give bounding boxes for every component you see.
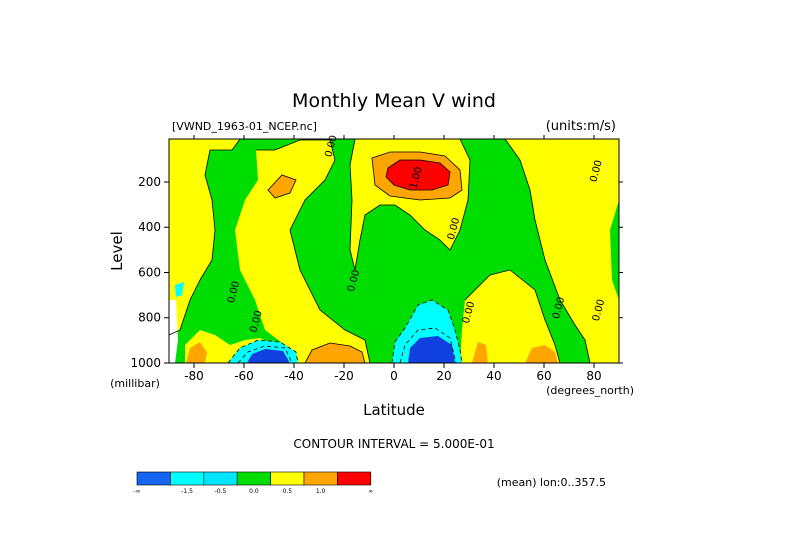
y-tick-label: 600: [138, 265, 161, 279]
region-blue-bottom-center: [408, 336, 455, 363]
region-orange-bottom-right-2: [525, 345, 558, 363]
x-tick-label: -40: [284, 369, 304, 383]
negative-contour-lines: [227, 299, 463, 364]
region-blue-bottom-left: [247, 349, 290, 363]
region-yellow-left: [169, 139, 240, 335]
region-orange-bottom-left: [186, 342, 207, 363]
legend-swatch: [270, 471, 305, 486]
color-legend: -∞ -1.5 -0.5 0.0 0.5 1.0 ∞: [133, 471, 373, 495]
region-yellow-right: [505, 139, 619, 363]
region-red-max: [386, 160, 450, 190]
y-tick-label: 1000: [130, 356, 161, 370]
legend-swatch: [236, 471, 271, 486]
y-axis: 200 400 600 800 1000: [130, 175, 623, 370]
x-tick-label: -20: [334, 369, 354, 383]
x-tick-label: 20: [436, 369, 451, 383]
legend-label: ∞: [368, 488, 373, 495]
x-axis-title: Latitude: [363, 401, 425, 419]
chart-title: Monthly Mean V wind: [292, 90, 496, 112]
region-cyan-left-edge: [175, 282, 184, 297]
x-tick-label: 0: [390, 369, 398, 383]
legend-label: -1.5: [181, 488, 193, 495]
x-axis: -80 -60 -40 -20 0 20 40 60 80: [184, 135, 602, 383]
region-orange-upper-left: [268, 175, 296, 198]
legend-swatch: [203, 471, 238, 486]
contour-field: 0.000.000.000.000.00 0.000.000.000.001.00: [168, 134, 619, 364]
x-tick-label: -80: [184, 369, 204, 383]
legend-swatch: [170, 471, 205, 486]
legend-label: 0.5: [283, 488, 293, 495]
y-tick-label: 800: [138, 311, 161, 325]
file-label: [VWND_1963-01_NCEP.nc]: [172, 120, 317, 133]
legend-swatch: [337, 471, 372, 486]
x-unit-label: (degrees_north): [546, 384, 634, 397]
y-unit-label: (millibar): [110, 377, 160, 390]
legend-label: -∞: [133, 488, 140, 495]
region-orange-bottom-mid: [305, 343, 365, 363]
legend-swatch: [136, 471, 171, 486]
contour-lines: [168, 138, 591, 364]
contour-interval-label: CONTOUR INTERVAL = 5.000E-01: [293, 437, 494, 451]
y-tick-label: 400: [138, 220, 161, 234]
legend-label: 0.0: [249, 488, 259, 495]
region-missing: [169, 300, 178, 363]
mean-note: (mean) lon:0..357.5: [497, 476, 606, 489]
legend-swatch: [303, 471, 338, 486]
region-yellow-center-left: [235, 140, 370, 363]
x-tick-label: 80: [586, 369, 601, 383]
y-tick-label: 200: [138, 175, 161, 189]
legend-label: -0.5: [215, 488, 227, 495]
region-yellow-lower-right: [460, 270, 560, 363]
legend-label: 1.0: [316, 488, 326, 495]
y-axis-title: Level: [108, 231, 126, 271]
region-orange-bottom-right-1: [472, 342, 488, 363]
x-tick-label: 60: [536, 369, 551, 383]
units-label: (units:m/s): [546, 119, 616, 134]
x-tick-label: -60: [234, 369, 254, 383]
x-tick-label: 40: [486, 369, 501, 383]
